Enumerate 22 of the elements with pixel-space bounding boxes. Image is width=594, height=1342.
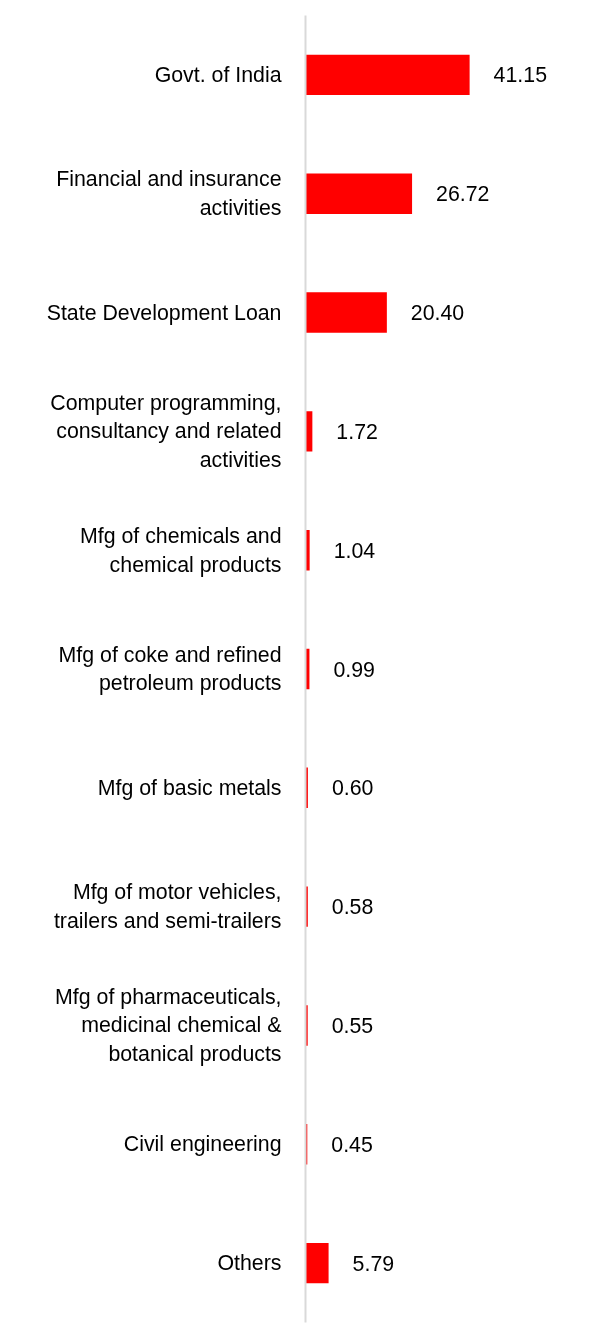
data-label: 1.04: [333, 538, 376, 563]
y-tick-label: Computer programming, consultancy and related activities: [50, 390, 282, 473]
data-label: 5.79: [352, 1251, 395, 1276]
data-label: 20.40: [410, 301, 465, 326]
y-tick-label: Mfg of chemicals and chemical products: [79, 523, 282, 577]
y-tick-label: Mfg of motor vehicles, trailers and semi-trailers: [53, 880, 282, 934]
y-tick-label: State Development Loan: [46, 300, 282, 325]
y-tick-label: Financial and insurance activities: [56, 167, 282, 221]
y-tick-label: Mfg of coke and refined petroleum products: [58, 642, 282, 696]
data-label: 41.15: [493, 63, 547, 88]
data-label: 1.72: [336, 419, 378, 444]
y-tick-label: Civil engineering: [123, 1132, 282, 1157]
y-tick-label: Govt. of India: [154, 62, 282, 87]
data-label: 26.72: [436, 182, 490, 207]
y-tick-label: Mfg of pharmaceuticals, medicinal chemical & botanical products: [55, 984, 282, 1067]
data-label: 0.55: [331, 1013, 374, 1038]
y-tick-label: Mfg of basic metals: [97, 775, 282, 800]
data-label: 0.58: [331, 895, 374, 920]
y-tick-label: Others: [217, 1251, 282, 1276]
data-label: 0.45: [331, 1132, 373, 1157]
data-label: 0.60: [331, 776, 374, 801]
data-label: 0.99: [333, 657, 375, 682]
